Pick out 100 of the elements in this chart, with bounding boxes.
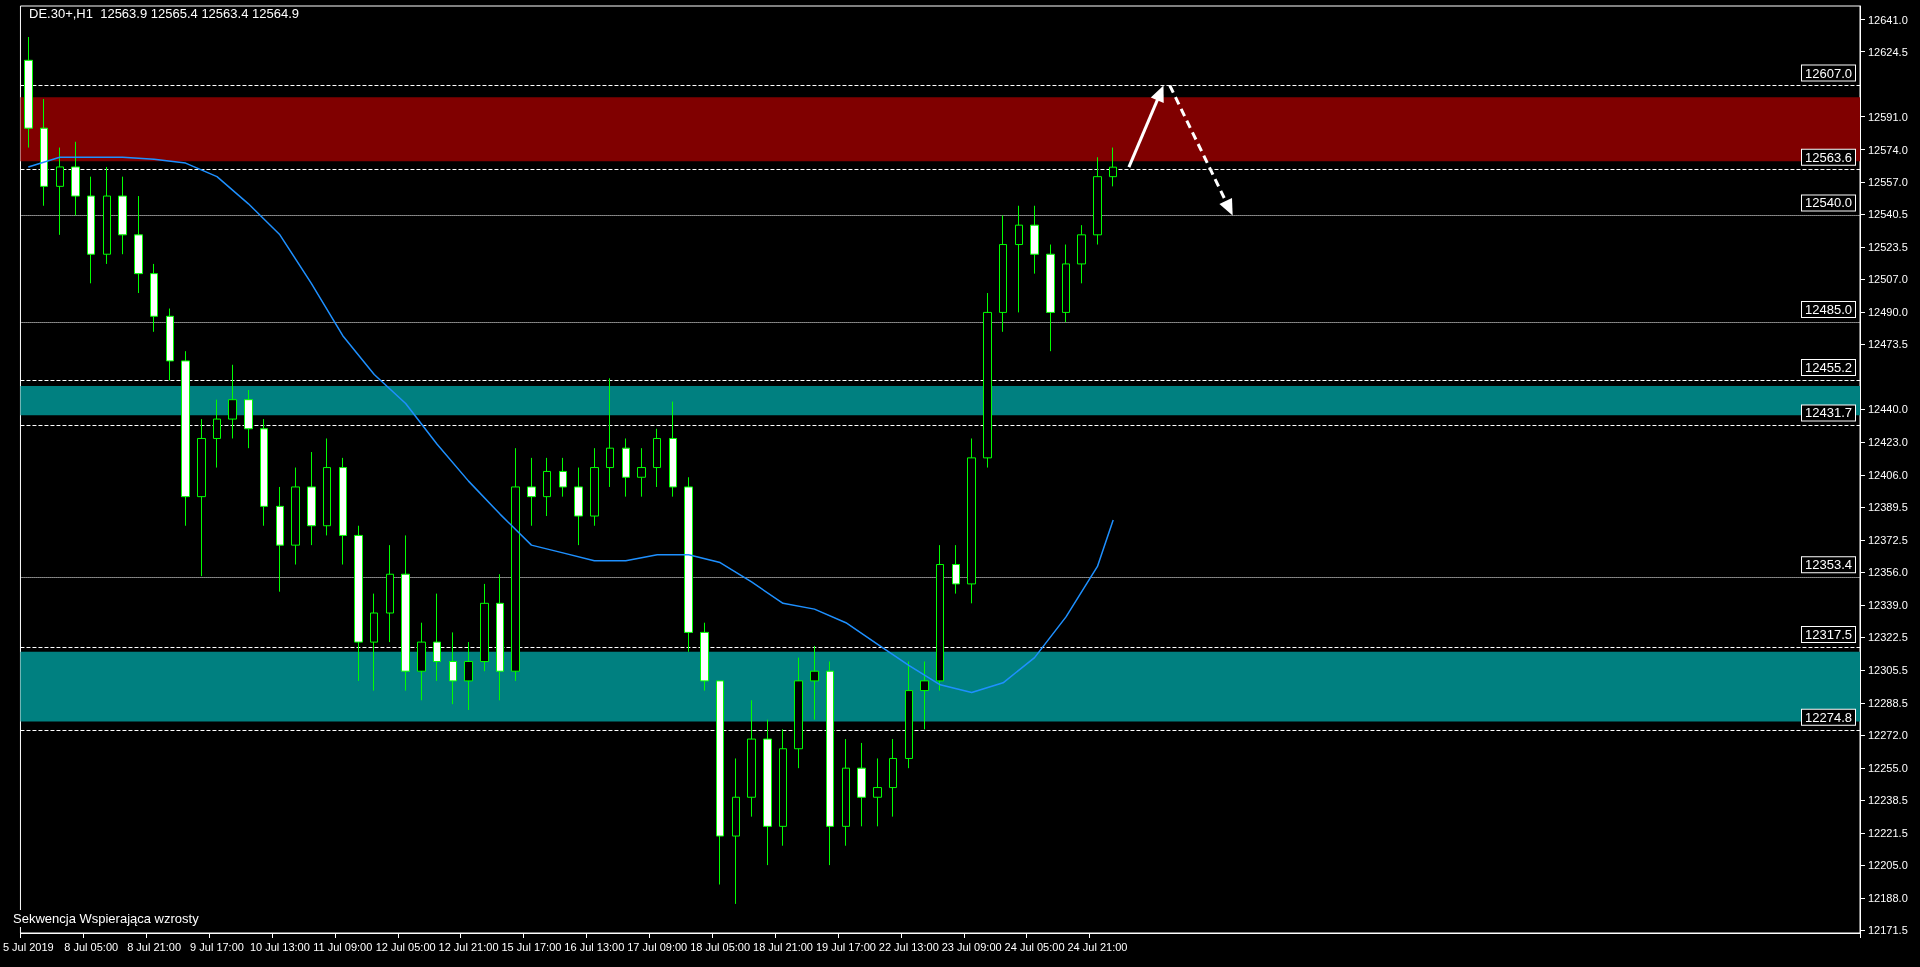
y-tick-label: 12423.0 bbox=[1868, 436, 1908, 449]
candlestick bbox=[779, 728, 787, 847]
candlestick bbox=[732, 757, 740, 905]
chart-title: DE.30+,H1 12563.9 12565.4 12563.4 12564.9 bbox=[29, 6, 299, 21]
line-series bbox=[27, 156, 1114, 694]
candlestick bbox=[574, 467, 583, 546]
y-tick-label: 12171.5 bbox=[1868, 924, 1908, 937]
y-tick-label: 12205.0 bbox=[1868, 859, 1908, 872]
candlestick bbox=[323, 437, 331, 536]
candlestick bbox=[480, 583, 489, 672]
y-tick-label: 12540.5 bbox=[1868, 208, 1908, 221]
candlestick bbox=[1109, 147, 1117, 187]
x-tick-label: 22 Jul 13:00 bbox=[878, 940, 939, 953]
y-tick-label: 12406.0 bbox=[1868, 469, 1908, 482]
ref-line-label: 12455.2 bbox=[1805, 359, 1852, 375]
candlestick bbox=[386, 544, 394, 643]
candlestick bbox=[653, 428, 661, 488]
y-tick-label: 12255.0 bbox=[1868, 762, 1908, 775]
candlestick bbox=[56, 147, 64, 236]
candlestick bbox=[967, 437, 976, 604]
candlestick bbox=[637, 447, 646, 498]
candlestick bbox=[747, 699, 756, 818]
y-tick-label: 12641.0 bbox=[1868, 13, 1908, 26]
y-tick-label: 12389.5 bbox=[1868, 501, 1908, 514]
x-tick-label: 5 Jul 2019 bbox=[2, 940, 54, 953]
candlestick bbox=[228, 364, 237, 439]
candlestick bbox=[370, 593, 378, 692]
candlestick bbox=[606, 377, 614, 488]
candlestick bbox=[857, 742, 866, 827]
x-tick-label: 8 Jul 05:00 bbox=[64, 940, 119, 953]
x-tick-label: 9 Jul 17:00 bbox=[190, 940, 244, 953]
y-tick-label: 12507.0 bbox=[1868, 273, 1908, 286]
y-tick-label: 12272.0 bbox=[1868, 729, 1908, 742]
y-tick-label: 12356.0 bbox=[1868, 566, 1908, 579]
x-tick-label: 11 Jul 09:00 bbox=[313, 940, 373, 953]
ref-line-label: 12431.7 bbox=[1805, 405, 1852, 421]
annotation: Sekwencja Wspierająca wzrosty bbox=[13, 911, 200, 926]
candlestick bbox=[999, 214, 1007, 333]
candlestick bbox=[307, 451, 316, 546]
ref-line-label: 12317.5 bbox=[1805, 626, 1852, 642]
x-tick-label: 24 Jul 21:00 bbox=[1067, 940, 1128, 953]
candlestick bbox=[213, 399, 221, 469]
y-tick-label: 12557.0 bbox=[1868, 176, 1908, 189]
candlestick bbox=[873, 757, 882, 827]
candlestick bbox=[842, 738, 850, 847]
y-tick-label: 12490.0 bbox=[1868, 306, 1908, 319]
candlestick bbox=[1015, 205, 1023, 313]
candlestick bbox=[905, 660, 913, 769]
candlestick bbox=[1077, 224, 1086, 284]
candlestick bbox=[103, 166, 111, 265]
x-tick-label: 18 Jul 05:00 bbox=[690, 940, 751, 953]
ref-line-label: 12540.0 bbox=[1805, 195, 1852, 211]
candlestick bbox=[590, 447, 599, 527]
y-tick-label: 12339.0 bbox=[1868, 599, 1908, 612]
ref-line-label: 12563.6 bbox=[1805, 149, 1852, 165]
ref-line-label: 12607.0 bbox=[1805, 65, 1852, 81]
candlestick bbox=[622, 437, 630, 498]
candlestick bbox=[936, 544, 944, 692]
y-tick-label: 12624.5 bbox=[1868, 45, 1908, 58]
y-tick-label: 12288.5 bbox=[1868, 697, 1908, 710]
x-tick-label: 18 Jul 21:00 bbox=[753, 940, 813, 953]
candlestick bbox=[1062, 244, 1070, 323]
candlestick bbox=[1093, 156, 1102, 246]
y-tick-label: 12523.5 bbox=[1868, 241, 1908, 254]
y-tick-label: 12473.5 bbox=[1868, 338, 1908, 351]
x-tick-label: 17 Jul 09:00 bbox=[627, 940, 688, 953]
candlestick bbox=[543, 457, 551, 517]
candlestick bbox=[339, 457, 347, 566]
candlestick bbox=[527, 457, 536, 527]
y-tick-label: 12322.5 bbox=[1868, 631, 1908, 644]
candlestick bbox=[559, 457, 567, 498]
x-tick-label: 23 Jul 09:00 bbox=[941, 940, 1002, 953]
y-tick-label: 12305.5 bbox=[1868, 664, 1908, 677]
x-tick-label: 19 Jul 17:00 bbox=[815, 940, 876, 953]
candlestick bbox=[889, 738, 897, 818]
y-tick-label: 12574.0 bbox=[1868, 143, 1908, 156]
ref-line-label: 12274.8 bbox=[1805, 709, 1852, 725]
candlestick bbox=[291, 467, 300, 566]
x-tick-label: 8 Jul 21:00 bbox=[127, 940, 182, 953]
candlestick bbox=[417, 622, 426, 701]
candlestick bbox=[983, 292, 992, 469]
y-tick-label: 12238.5 bbox=[1868, 794, 1908, 807]
candlestick bbox=[464, 641, 473, 711]
y-tick-label: 12221.5 bbox=[1868, 827, 1908, 840]
x-tick-label: 10 Jul 13:00 bbox=[249, 940, 310, 953]
candlestick bbox=[920, 660, 929, 730]
candlestick bbox=[511, 447, 520, 682]
candlestick bbox=[794, 657, 803, 769]
x-tick-label: 12 Jul 21:00 bbox=[438, 940, 499, 953]
ref-line-label: 12485.0 bbox=[1805, 302, 1852, 318]
y-tick-label: 12440.0 bbox=[1868, 403, 1908, 416]
y-tick-label: 12591.0 bbox=[1868, 110, 1908, 123]
y-tick-label: 12188.0 bbox=[1868, 892, 1908, 905]
ref-line-label: 12353.4 bbox=[1805, 557, 1852, 573]
candlestick bbox=[197, 418, 206, 577]
x-tick-label: 16 Jul 13:00 bbox=[564, 940, 625, 953]
x-tick-label: 15 Jul 17:00 bbox=[501, 940, 562, 953]
x-tick-label: 12 Jul 05:00 bbox=[375, 940, 436, 953]
y-tick-label: 12372.5 bbox=[1868, 534, 1908, 547]
candlestick bbox=[810, 645, 819, 721]
